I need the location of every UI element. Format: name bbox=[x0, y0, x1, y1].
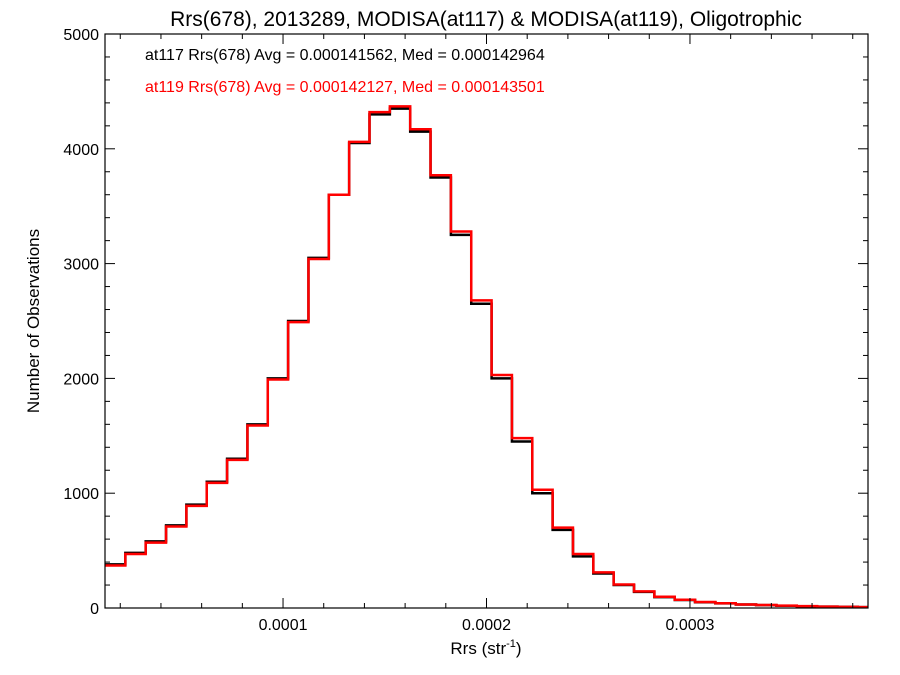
x-tick-label: 0.0001 bbox=[259, 617, 308, 634]
x-axis-label-close: ) bbox=[516, 639, 522, 658]
y-tick-label: 4000 bbox=[63, 142, 99, 159]
series-layer bbox=[105, 105, 868, 609]
y-tick-label: 5000 bbox=[63, 27, 99, 44]
x-tick-label: 0.0003 bbox=[665, 617, 714, 634]
x-axis-label: Rrs (str-1) bbox=[450, 638, 521, 658]
series-line-at117 bbox=[105, 107, 868, 609]
y-tick-label: 2000 bbox=[63, 371, 99, 388]
y-tick-label: 0 bbox=[90, 601, 99, 618]
y-axis-label: Number of Observations bbox=[24, 229, 43, 413]
series-at117-stats: at117 Rrs(678) Avg = 0.000141562, Med = … bbox=[145, 47, 545, 64]
x-axis-label-main: Rrs (str bbox=[450, 639, 506, 658]
series-at119-stats: at119 Rrs(678) Avg = 0.000142127, Med = … bbox=[145, 79, 545, 96]
ticks-layer: 0.0001 0.0002 0.0003 0 1000 2000 3000 4000 5000 bbox=[63, 27, 868, 634]
series-line-at119 bbox=[105, 105, 868, 609]
y-tick-label: 3000 bbox=[63, 257, 99, 274]
x-axis-label-sup: -1 bbox=[506, 638, 516, 650]
x-tick-label: 0.0002 bbox=[462, 617, 511, 634]
plot-frame bbox=[104, 33, 869, 609]
chart-title: Rrs(678), 2013289, MODISA(at117) & MODIS… bbox=[170, 8, 802, 31]
y-tick-label: 1000 bbox=[63, 486, 99, 503]
